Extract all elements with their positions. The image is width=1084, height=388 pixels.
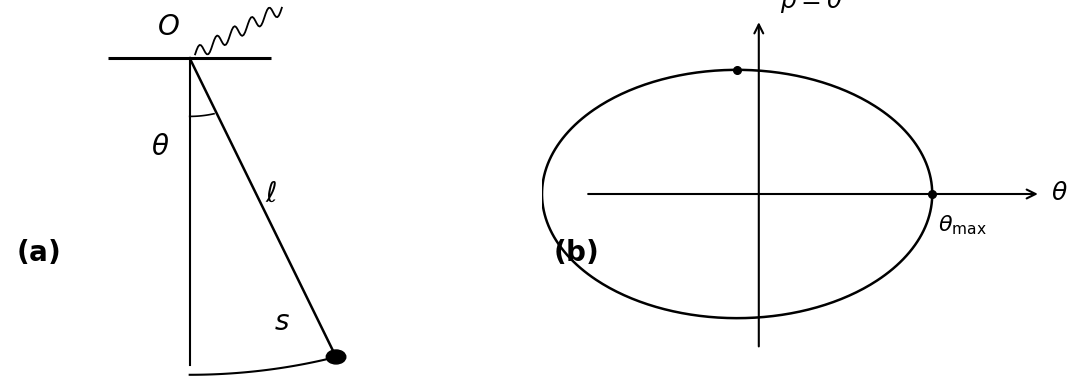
Text: $\theta$: $\theta$	[1051, 182, 1069, 206]
Text: $\bf{(b)}$: $\bf{(b)}$	[553, 238, 597, 267]
Text: $\theta$: $\theta$	[151, 134, 169, 161]
Text: $s$: $s$	[274, 308, 289, 336]
Text: $O$: $O$	[157, 14, 179, 41]
Text: $\bf{(a)}$: $\bf{(a)}$	[16, 238, 60, 267]
Text: $\theta_{\rm max}$: $\theta_{\rm max}$	[938, 213, 986, 237]
Text: $p = \dot{\theta}$: $p = \dot{\theta}$	[780, 0, 844, 16]
Text: $\ell$: $\ell$	[264, 180, 278, 208]
Circle shape	[326, 350, 346, 364]
